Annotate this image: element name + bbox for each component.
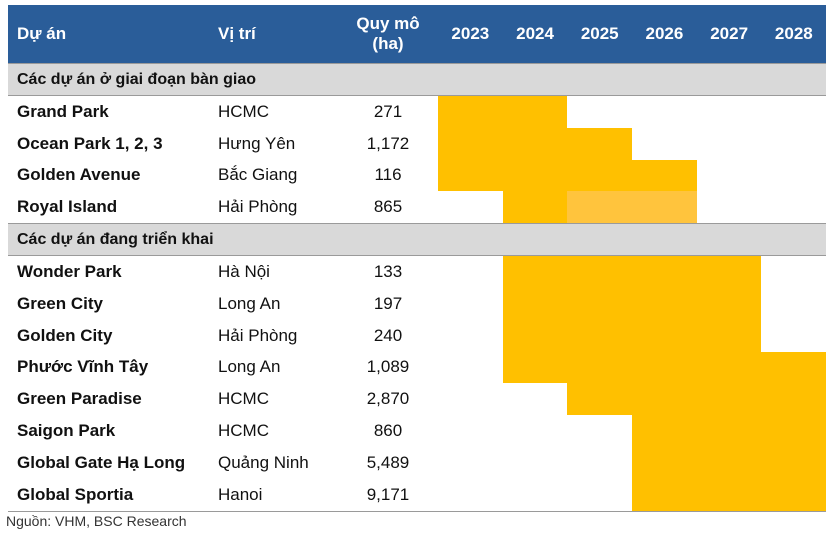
section-header: Các dự án ở giai đoạn bàn giao	[8, 63, 826, 96]
project-name: Ocean Park 1, 2, 3	[17, 133, 163, 153]
table-header: Dự án Vị trí Quy mô (ha) 2023 2024 2025 202…	[8, 5, 826, 63]
table-row: Golden Avenue Bắc Giang 116	[8, 159, 826, 192]
header-scale: Quy mô (ha)	[348, 5, 428, 63]
project-scale: 860	[373, 421, 403, 441]
project-name: Green Paradise	[17, 389, 142, 409]
project-scale: 5,489	[366, 452, 410, 472]
timeline-bar	[567, 191, 697, 224]
project-name: Grand Park	[17, 101, 109, 121]
project-location: Quảng Ninh	[218, 452, 309, 472]
header-year-2023: 2023	[451, 24, 490, 43]
table-row: Green City Long An 197	[8, 287, 826, 320]
header-year-2025: 2025	[580, 24, 619, 43]
table-row: Phước Vĩnh Tây Long An 1,089	[8, 351, 827, 384]
project-location: Hải Phòng	[218, 325, 298, 345]
table-row: Saigon Park HCMC 860	[8, 415, 827, 447]
project-scale: 865	[373, 197, 403, 217]
project-scale: 240	[373, 325, 403, 345]
project-location: Bắc Giang	[218, 165, 298, 185]
table-body: Các dự án ở giai đoạn bàn giao Grand Park…	[8, 63, 827, 512]
header-project: Dự án	[17, 24, 67, 43]
header-year-2024: 2024	[516, 24, 554, 43]
project-location: Hanoi	[218, 484, 263, 504]
project-location: HCMC	[218, 389, 269, 409]
timeline-bar	[438, 127, 633, 160]
table-row: Ocean Park 1, 2, 3 Hưng Yên 1,172	[8, 127, 826, 160]
timeline-bar	[502, 191, 568, 224]
project-name: Royal Island	[17, 197, 118, 217]
project-name: Golden Avenue	[17, 165, 141, 185]
table-row: Wonder Park Hà Nội 133	[8, 256, 826, 288]
project-location: Hà Nội	[218, 262, 270, 282]
project-location: Hải Phòng	[218, 197, 298, 217]
project-timeline-table: Dự án Vị trí Quy mô (ha) 2023 2024 2025 202…	[8, 5, 827, 512]
timeline-bar	[502, 287, 762, 320]
header-location: Vị trí	[218, 24, 256, 43]
project-name: Golden City	[17, 325, 113, 345]
project-scale: 9,171	[366, 484, 410, 504]
project-name: Saigon Park	[17, 421, 116, 441]
project-name: Global Gate Hạ Long	[17, 452, 186, 472]
project-scale: 2,870	[366, 389, 410, 409]
project-name: Global Sportia	[17, 484, 134, 504]
table-row: Green Paradise HCMC 2,870	[8, 383, 827, 416]
timeline-bar	[632, 415, 827, 447]
project-name: Phước Vĩnh Tây	[17, 357, 149, 377]
timeline-bar	[502, 256, 762, 288]
header-scale-label: Quy mô	[356, 14, 420, 33]
project-scale: 271	[373, 101, 403, 121]
table-row: Royal Island Hải Phòng 865	[8, 191, 826, 224]
project-location: Long An	[218, 357, 281, 377]
table-bottom-border	[8, 510, 826, 512]
table-row: Grand Park HCMC 271	[8, 96, 826, 128]
timeline-bar	[632, 478, 827, 511]
table-row: Golden City Hải Phòng 240	[8, 319, 826, 352]
table-row: Global Sportia Hanoi 9,171	[8, 478, 827, 511]
project-scale: 116	[374, 165, 402, 185]
timeline-bar	[632, 446, 827, 479]
project-name: Green City	[17, 293, 103, 313]
timeline-bar	[567, 383, 827, 416]
header-year-2028: 2028	[774, 24, 813, 43]
project-scale: 197	[373, 293, 403, 313]
header-scale-unit: (ha)	[372, 34, 404, 53]
header-year-2027: 2027	[710, 24, 749, 43]
project-scale: 133	[373, 262, 403, 282]
project-name: Wonder Park	[17, 262, 122, 282]
project-location: HCMC	[218, 421, 269, 441]
timeline-bar	[502, 319, 762, 352]
project-location: Long An	[218, 293, 281, 313]
section-header: Các dự án đang triển khai	[8, 223, 826, 257]
project-location: HCMC	[218, 101, 269, 121]
table-row: Global Gate Hạ Long Quảng Ninh 5,489	[8, 446, 827, 479]
source-note: Nguồn: VHM, BSC Research	[6, 513, 187, 529]
project-scale: 1,089	[366, 357, 410, 377]
timeline-bar	[438, 159, 697, 192]
header-year-2026: 2026	[645, 24, 684, 43]
project-scale: 1,172	[366, 133, 410, 153]
project-location: Hưng Yên	[218, 133, 296, 153]
timeline-bar	[438, 96, 568, 128]
timeline-bar	[502, 351, 827, 384]
